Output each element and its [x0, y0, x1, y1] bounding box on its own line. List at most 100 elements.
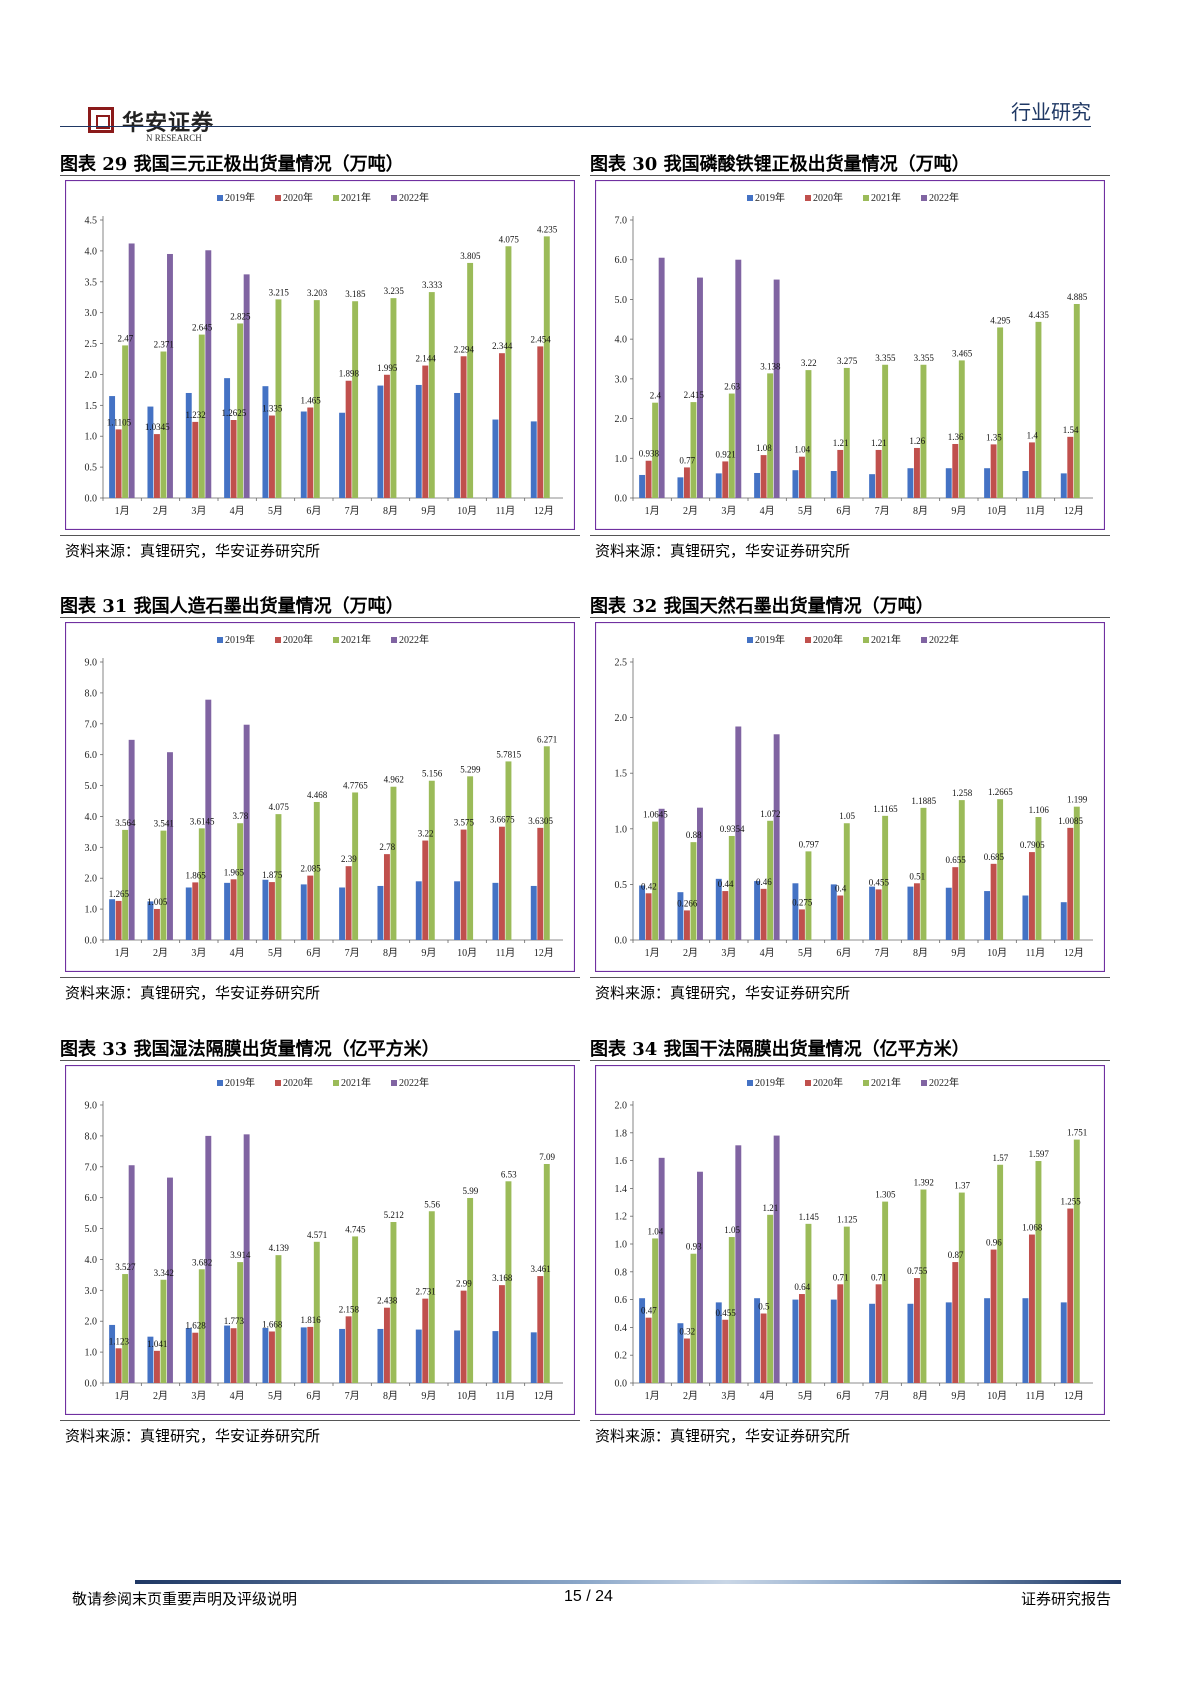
- data-label: 4.745: [345, 1224, 366, 1234]
- bar: [1060, 902, 1067, 940]
- bar: [952, 443, 959, 498]
- bar: [268, 415, 275, 498]
- bar: [882, 364, 889, 498]
- data-label: 4.571: [307, 1230, 327, 1240]
- bar: [390, 298, 397, 498]
- y-tick-label: 4.0: [615, 335, 628, 346]
- data-label: 3.355: [914, 353, 935, 363]
- bar: [754, 1298, 761, 1383]
- bar: [1028, 442, 1035, 498]
- x-tick-label: 9月: [951, 947, 966, 959]
- x-tick-label: 6月: [306, 1390, 321, 1402]
- data-label: 0.47: [641, 1306, 657, 1316]
- data-label: 1.1165: [873, 804, 898, 814]
- bar: [1022, 1298, 1029, 1383]
- x-tick-label: 11月: [1026, 505, 1046, 517]
- bar: [639, 474, 646, 498]
- title-divider: [590, 1060, 1110, 1061]
- x-tick-label: 4月: [760, 1390, 775, 1402]
- data-label: 0.44: [718, 879, 734, 889]
- data-label: 1.751: [1067, 1128, 1087, 1138]
- bar: [230, 1328, 237, 1383]
- bar: [345, 380, 352, 498]
- chart-source: 资料来源：真锂研究，华安证券研究所: [595, 542, 851, 560]
- legend-swatch: [863, 1080, 869, 1086]
- chart-svg: 2019年 2020年 2021年 2022年 0.0 0.2 0.4 0.6 0.8 1.0 1.…: [595, 1065, 1105, 1415]
- bar: [198, 1269, 205, 1383]
- bar: [205, 699, 212, 940]
- bar: [945, 1302, 952, 1383]
- x-tick-label: 4月: [760, 505, 775, 517]
- x-tick-label: 5月: [798, 505, 813, 517]
- data-label: 1.57: [993, 1153, 1009, 1163]
- y-tick-label: 4.0: [85, 1255, 98, 1266]
- bar: [652, 821, 659, 940]
- bar: [913, 883, 920, 940]
- bar: [773, 734, 780, 940]
- bar: [498, 1285, 505, 1383]
- bar: [843, 1226, 850, 1383]
- data-label: 1.0645: [643, 810, 668, 820]
- bar: [735, 259, 742, 498]
- bar: [767, 1214, 774, 1383]
- data-label: 3.342: [154, 1268, 174, 1278]
- bar: [843, 823, 850, 940]
- bar: [307, 407, 314, 498]
- bar: [275, 299, 282, 498]
- data-label: 1.232: [185, 410, 205, 420]
- x-tick-label: 7月: [345, 947, 360, 959]
- data-label: 1.875: [262, 870, 283, 880]
- bar: [198, 334, 205, 498]
- data-label: 1.21: [833, 438, 849, 448]
- legend-label: 2022年: [399, 1076, 429, 1089]
- data-label: 0.32: [679, 1327, 695, 1337]
- source-divider: [590, 1420, 1110, 1421]
- legend-swatch: [333, 637, 339, 643]
- bar: [945, 468, 952, 498]
- x-tick-label: 8月: [913, 1390, 928, 1402]
- x-tick-label: 5月: [268, 947, 283, 959]
- y-tick-label: 0.5: [85, 463, 98, 474]
- data-label: 1.597: [1029, 1149, 1050, 1159]
- data-label: 1.335: [262, 404, 283, 414]
- data-label: 1.08: [756, 443, 772, 453]
- bar: [792, 1299, 799, 1383]
- bar: [1028, 852, 1035, 940]
- bar: [920, 364, 927, 498]
- x-tick-label: 12月: [1064, 1390, 1084, 1402]
- x-tick-label: 9月: [951, 1390, 966, 1402]
- header-logo: 华安证券 N RESEARCH: [88, 105, 228, 145]
- legend-swatch: [275, 195, 281, 201]
- x-tick-label: 7月: [345, 505, 360, 517]
- y-tick-label: 1.0: [615, 454, 628, 465]
- data-label: 3.203: [307, 288, 328, 298]
- data-label: 2.085: [300, 864, 321, 874]
- chart-svg: 2019年 2020年 2021年 2022年 0.0 0.5 1.0 1.5 2.0 2.5 3.…: [65, 180, 575, 530]
- data-label: 3.575: [454, 818, 475, 828]
- data-label: 1.54: [1063, 425, 1079, 435]
- bar: [377, 885, 384, 940]
- bar: [798, 909, 805, 940]
- bar: [1022, 470, 1029, 498]
- legend-swatch: [391, 195, 397, 201]
- bar: [837, 449, 844, 498]
- legend-swatch: [217, 195, 223, 201]
- legend-label: 2020年: [283, 191, 313, 204]
- bar: [153, 1350, 160, 1383]
- bar: [920, 1189, 927, 1383]
- legend-label: 2019年: [755, 633, 785, 646]
- legend-swatch: [805, 195, 811, 201]
- data-label: 3.275: [837, 356, 858, 366]
- data-label: 0.455: [715, 1308, 736, 1318]
- bar: [422, 840, 429, 940]
- bar: [352, 792, 359, 940]
- y-tick-label: 1.0: [85, 432, 98, 443]
- y-tick-label: 0.5: [615, 880, 628, 891]
- y-tick-label: 6.0: [85, 1193, 98, 1204]
- y-tick-label: 5.0: [85, 781, 98, 792]
- data-label: 3.22: [801, 358, 817, 368]
- y-tick-label: 0.4: [615, 1323, 628, 1334]
- chart-source: 资料来源：真锂研究，华安证券研究所: [65, 1427, 321, 1445]
- x-tick-label: 2月: [683, 947, 698, 959]
- data-label: 5.7815: [496, 749, 521, 759]
